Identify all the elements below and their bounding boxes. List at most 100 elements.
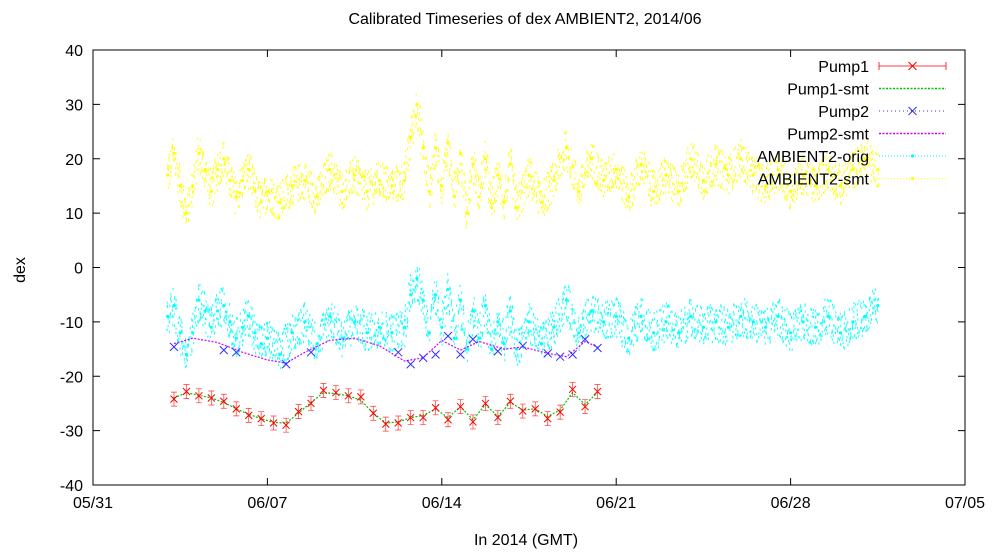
data-point <box>418 353 428 363</box>
data-point <box>552 325 556 329</box>
data-point <box>539 200 544 204</box>
data-point <box>369 409 378 418</box>
data-point <box>468 334 478 344</box>
data-point <box>234 336 238 340</box>
data-point <box>689 314 693 318</box>
data-point <box>332 388 340 397</box>
data-point <box>393 347 403 357</box>
legend-item-pump2: Pump2 <box>818 104 946 121</box>
data-point <box>452 336 456 340</box>
data-point <box>421 146 425 150</box>
data-point <box>219 345 229 355</box>
x-tick-label: 06/14 <box>422 495 462 512</box>
data-point <box>240 178 245 183</box>
data-point <box>531 405 540 413</box>
data-point <box>203 168 207 172</box>
data-point <box>789 331 793 335</box>
legend-marker <box>910 154 915 158</box>
data-point <box>652 331 656 335</box>
x-tick-label: 06/28 <box>771 495 811 512</box>
data-point <box>477 336 481 340</box>
data-point <box>493 346 503 356</box>
data-point <box>556 408 564 416</box>
data-point <box>593 387 602 396</box>
data-point <box>431 403 440 412</box>
data-point <box>178 184 182 188</box>
data-point <box>627 195 631 199</box>
data-point <box>390 331 394 335</box>
data-point <box>182 387 191 396</box>
data-point <box>581 402 589 411</box>
data-point <box>406 359 416 369</box>
data-point <box>652 189 656 193</box>
y-tick-label: -20 <box>60 369 83 386</box>
data-point <box>184 352 188 357</box>
data-point <box>764 325 768 329</box>
data-point <box>421 298 425 302</box>
data-point <box>402 325 406 329</box>
data-point <box>471 162 475 166</box>
data-point <box>409 293 413 297</box>
data-point <box>496 173 500 177</box>
legend-marker <box>910 176 915 181</box>
data-point <box>664 173 668 177</box>
data-point <box>751 320 755 324</box>
data-point <box>539 342 544 346</box>
data-point <box>315 195 319 199</box>
data-point <box>415 276 419 280</box>
data-point <box>303 178 307 183</box>
data-point <box>739 157 743 161</box>
data-point <box>490 206 494 210</box>
data-point <box>639 314 643 318</box>
legend-label: AMBIENT2-smt <box>758 172 870 189</box>
data-point <box>209 325 213 329</box>
data-point <box>838 331 843 335</box>
data-point <box>456 402 465 411</box>
x-tick-label: 06/21 <box>596 495 636 512</box>
data-point <box>506 397 515 406</box>
data-point <box>676 189 681 193</box>
data-point <box>294 407 303 416</box>
data-point <box>328 314 332 318</box>
data-point <box>518 407 527 415</box>
data-point <box>494 413 502 422</box>
axes: -40 -30 -20 -10 0 10 20 30 40 05/31 06/07 06/14 06/2… <box>60 43 985 512</box>
legend-marker <box>908 106 917 116</box>
data-point <box>228 320 232 324</box>
data-point <box>739 314 743 318</box>
data-point <box>415 102 419 106</box>
legend: Pump1 Pump1-smt Pump2 Pump2-smt AMBIENT2-ori… <box>757 59 947 189</box>
data-point <box>265 336 269 340</box>
data-point <box>502 342 506 346</box>
data-point <box>502 200 506 204</box>
data-point <box>197 151 201 155</box>
data-point <box>593 343 602 353</box>
data-point <box>172 151 176 155</box>
data-point <box>259 200 263 204</box>
data-point <box>303 320 307 324</box>
x-tick-label: 06/07 <box>247 495 287 512</box>
data-point <box>247 314 251 318</box>
y-tick-label: -30 <box>60 424 83 441</box>
data-point <box>813 325 818 329</box>
data-point <box>207 394 216 402</box>
data-point <box>589 157 593 161</box>
data-point <box>483 157 487 161</box>
data-point <box>344 391 353 400</box>
data-point <box>446 140 450 144</box>
data-point <box>465 347 469 351</box>
data-point <box>203 309 207 313</box>
data-point <box>701 178 706 183</box>
data-point <box>406 413 415 422</box>
data-point <box>602 178 606 183</box>
series-pump1 <box>170 381 602 433</box>
data-point <box>543 349 553 358</box>
data-point <box>481 399 490 408</box>
data-point <box>394 419 403 427</box>
legend-label: Pump2-smt <box>787 127 869 144</box>
data-point <box>471 309 475 313</box>
data-point <box>676 331 681 335</box>
data-point <box>826 314 830 318</box>
data-point <box>444 415 452 424</box>
